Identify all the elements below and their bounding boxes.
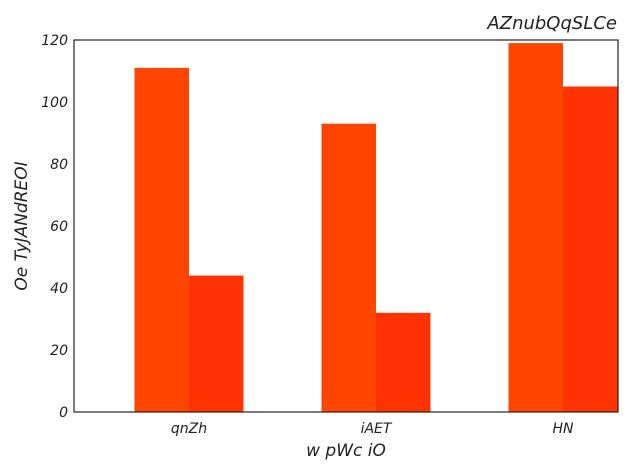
y-tick-label: 0 bbox=[59, 405, 68, 421]
x-tick-label: HN bbox=[553, 421, 575, 437]
y-tick-label: 60 bbox=[50, 219, 68, 235]
y-axis-label: Oe TyJANdREOI bbox=[12, 161, 32, 290]
bars-group bbox=[134, 43, 618, 413]
bar-series2-iAET bbox=[376, 312, 431, 412]
bar-series1-iAET bbox=[321, 123, 376, 412]
x-axis-label: w pWc iO bbox=[306, 441, 386, 461]
bar-series2-HN bbox=[563, 86, 618, 412]
bar-series2-qnZh bbox=[189, 275, 244, 412]
x-axis-ticks: qnZh iAET HN bbox=[171, 421, 574, 437]
x-tick-label: qnZh bbox=[171, 421, 207, 437]
y-tick-label: 40 bbox=[50, 281, 68, 297]
y-tick-label: 80 bbox=[50, 157, 68, 173]
y-axis-ticks: 0 20 40 60 80 100 120 bbox=[41, 33, 68, 421]
bar-series1-qnZh bbox=[134, 67, 189, 413]
plot-frame bbox=[73, 39, 619, 413]
y-tick-label: 100 bbox=[41, 95, 68, 111]
chart-title: AZnubQqSLCe bbox=[486, 13, 617, 34]
x-tick-label: iAET bbox=[361, 421, 393, 437]
y-tick-label: 120 bbox=[41, 33, 68, 49]
y-tick-label: 20 bbox=[50, 343, 68, 359]
bar-series1-HN bbox=[508, 43, 563, 412]
